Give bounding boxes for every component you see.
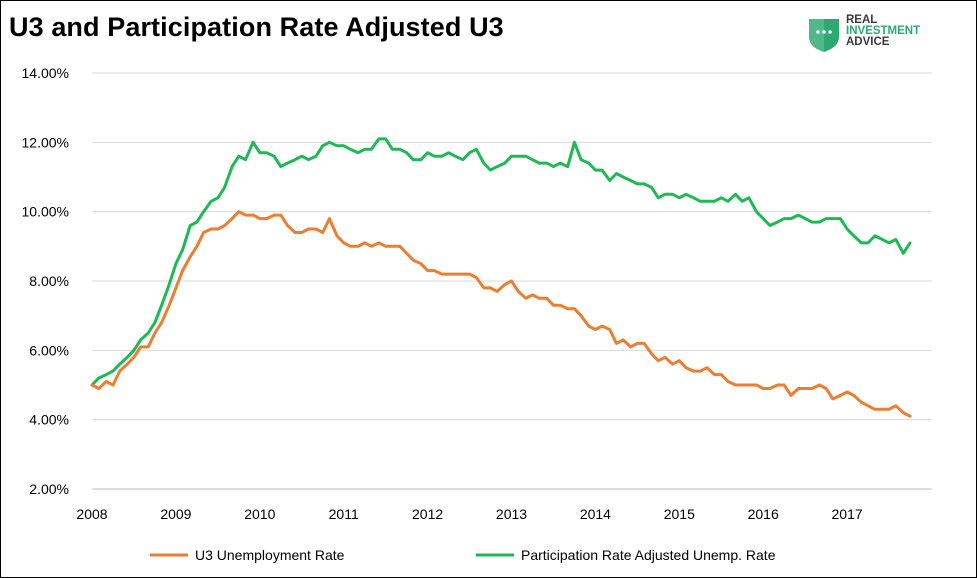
- x-tick-label: 2014: [580, 506, 611, 522]
- x-tick-label: 2012: [412, 506, 443, 522]
- legend-label: U3 Unemployment Rate: [195, 547, 345, 563]
- legend-label: Participation Rate Adjusted Unemp. Rate: [521, 547, 776, 563]
- logo: REAL INVESTMENT ADVICE: [806, 14, 956, 55]
- x-tick-label: 2017: [832, 506, 863, 522]
- x-tick-label: 2013: [496, 506, 527, 522]
- y-tick-label: 12.00%: [22, 134, 69, 150]
- page-title: U3 and Participation Rate Adjusted U3: [9, 12, 504, 42]
- series-line: [90, 137, 912, 387]
- logo-line-1: REAL: [846, 14, 878, 26]
- y-tick-label: 8.00%: [29, 273, 69, 289]
- x-tick-label: 2016: [748, 506, 779, 522]
- logo-text: REAL INVESTMENT ADVICE: [846, 14, 921, 48]
- x-tick-label: 2011: [329, 506, 359, 522]
- y-tick-label: 10.00%: [22, 204, 69, 220]
- y-tick-label: 2.00%: [29, 481, 69, 497]
- x-tick-label: 2015: [664, 506, 695, 522]
- x-tick-label: 2010: [244, 506, 275, 522]
- x-axis-ticks: 2008 2009 2010 2011 2012 2013 2014 2015 2016 2017: [76, 506, 862, 522]
- y-tick-label: 14.00%: [22, 65, 69, 81]
- logo-line-3: ADVICE: [846, 36, 890, 48]
- shield-dots-icon: [809, 19, 839, 52]
- y-tick-label: 6.00%: [29, 342, 69, 358]
- logo-line-2: INVESTMENT: [846, 25, 921, 37]
- series-lines: [90, 137, 912, 418]
- legend: U3 Unemployment Rate Participation Rate A…: [150, 547, 776, 563]
- x-tick-label: 2009: [160, 506, 191, 522]
- y-axis-ticks: 2.00% 4.00% 6.00% 8.00% 10.00% 12.00% 14.00%: [22, 65, 69, 497]
- series-line: [90, 210, 912, 418]
- y-tick-label: 4.00%: [29, 412, 69, 428]
- x-tick-label: 2008: [76, 506, 107, 522]
